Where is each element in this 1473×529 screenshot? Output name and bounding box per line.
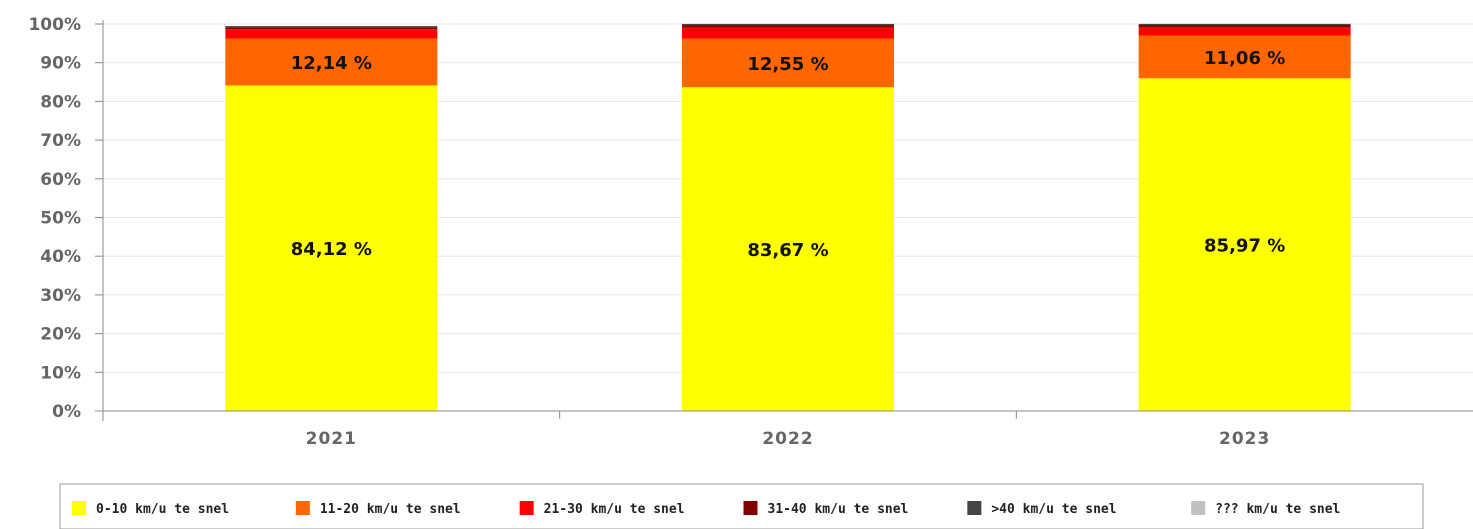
data-label: 84,12 %	[291, 239, 372, 260]
bar-segment	[682, 27, 894, 39]
y-tick-label: 10%	[40, 363, 81, 383]
y-tick-label: 30%	[40, 286, 81, 306]
y-tick-label: 80%	[40, 92, 81, 112]
y-tick-label: 100%	[28, 15, 81, 35]
data-labels: 84,12 % 12,14 % 83,67 % 12,55 % 85,97 % 11,06…	[291, 48, 1286, 261]
bar-segment	[682, 23, 894, 26]
legend-label: 31-40 km/u te snel	[768, 502, 909, 517]
bar-segment	[225, 27, 438, 30]
y-tick-label: 70%	[40, 131, 81, 151]
x-tick-label: 2021	[306, 429, 357, 449]
y-tick-label: 20%	[40, 325, 81, 345]
bar-segment	[682, 25, 894, 28]
data-label: 12,55 %	[747, 54, 828, 75]
legend-label: 21-30 km/u te snel	[544, 502, 685, 517]
legend-swatch	[1191, 501, 1206, 515]
legend-swatch	[72, 501, 86, 515]
bar-segment	[225, 29, 438, 39]
data-label: 83,67 %	[747, 240, 828, 261]
y-tick-label: 90%	[40, 54, 81, 74]
data-label: 85,97 %	[1204, 236, 1285, 257]
y-tick-label: 60%	[40, 170, 81, 190]
legend-swatch	[519, 501, 534, 515]
legend-swatch	[743, 501, 758, 515]
data-label: 12,14 %	[291, 53, 372, 74]
legend-label: 11-20 km/u te snel	[320, 502, 461, 517]
data-label: 11,06 %	[1204, 48, 1285, 69]
y-tick-label: 40%	[40, 247, 81, 267]
bar-segment	[1138, 35, 1351, 79]
bar-segment	[1138, 27, 1351, 36]
bar-segment	[682, 87, 894, 412]
x-tick-label: 2022	[762, 429, 813, 449]
bar-segment	[682, 38, 894, 88]
bars	[225, 23, 1351, 412]
bar-segment	[1138, 78, 1351, 412]
bar-segment	[225, 85, 438, 411]
legend-label: ??? km/u te snel	[1215, 502, 1340, 517]
legend-swatch	[967, 501, 982, 515]
y-tick-label: 0%	[52, 402, 81, 422]
bar-segment	[1138, 23, 1351, 26]
y-tick-label: 50%	[40, 209, 81, 229]
legend-label: 0-10 km/u te snel	[96, 502, 229, 517]
legend-swatch	[295, 501, 310, 515]
bar-segment	[1138, 25, 1351, 28]
axes: 0% 10% 20% 30% 40% 50% 60% 70% 80% 90% 100% 2021 202…	[28, 15, 1473, 449]
x-tick-label: 2023	[1219, 429, 1270, 449]
legend-label: >40 km/u te snel	[991, 502, 1116, 517]
legend: 0-10 km/u te snel 11-20 km/u te snel 21-30…	[59, 483, 1424, 529]
bar-segment	[225, 26, 438, 28]
bar-segment	[225, 38, 438, 86]
